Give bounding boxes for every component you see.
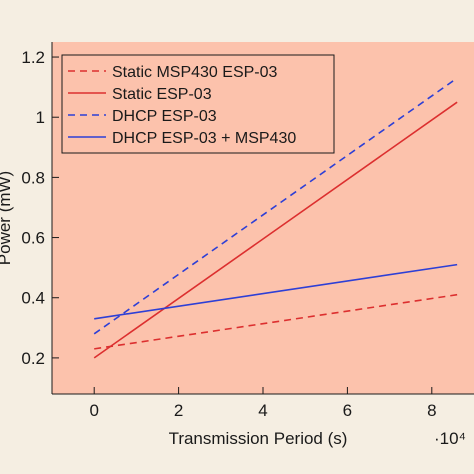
legend-label-3: DHCP ESP-03 + MSP430 bbox=[112, 130, 296, 147]
legend: Static MSP430 ESP-03 Static ESP-03 DHCP ES… bbox=[61, 54, 335, 154]
legend-label-0: Static MSP430 ESP-03 bbox=[112, 64, 278, 81]
series-line-0 bbox=[94, 293, 458, 350]
legend-items: Static MSP430 ESP-03 Static ESP-03 DHCP ES… bbox=[68, 64, 296, 147]
x-tick-label: 8 bbox=[427, 401, 436, 420]
y-axis-title: Power (mW) bbox=[0, 171, 14, 265]
legend-box bbox=[61, 54, 335, 154]
y-ticks: 0.2 0.4 0.6 0.8 1 1.2 bbox=[21, 48, 59, 368]
legend-label-1: Static ESP-03 bbox=[112, 86, 212, 103]
x-ticks: 0 2 4 6 8 bbox=[89, 387, 437, 420]
y-tick-label: 0.4 bbox=[21, 289, 45, 308]
x-axis-multiplier: ·10⁴ bbox=[434, 429, 466, 448]
y-tick-label: 1.2 bbox=[21, 48, 45, 67]
legend-label-2: DHCP ESP-03 bbox=[112, 108, 217, 125]
x-axis-title: Transmission Period (s) bbox=[169, 429, 348, 448]
y-tick-label: 0.2 bbox=[21, 349, 45, 368]
y-tick-label: 1 bbox=[36, 108, 45, 127]
y-tick-label: 0.6 bbox=[21, 229, 45, 248]
series-line-3 bbox=[94, 263, 458, 320]
series-layer bbox=[93, 77, 458, 359]
series-line-1 bbox=[93, 101, 458, 359]
series-line-2 bbox=[93, 77, 458, 335]
x-tick-label: 4 bbox=[258, 401, 267, 420]
x-tick-label: 0 bbox=[89, 401, 98, 420]
x-tick-label: 6 bbox=[343, 401, 352, 420]
x-tick-label: 2 bbox=[174, 401, 183, 420]
y-tick-label: 0.8 bbox=[21, 168, 45, 187]
